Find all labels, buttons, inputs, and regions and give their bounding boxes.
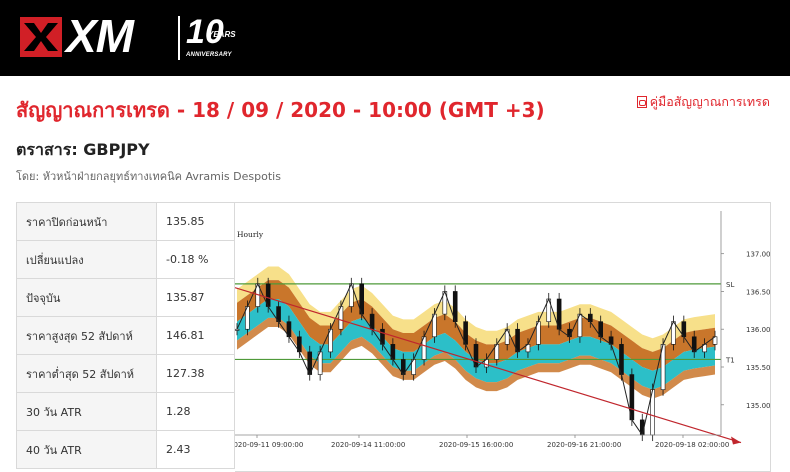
instrument-heading: ตราสาร: GBPJPY <box>16 140 150 159</box>
level-label-t1: T1 <box>725 356 735 364</box>
y-tick-label: 137.00 <box>746 251 771 259</box>
table-row: ราคาสูงสุด 52 สัปดาห์ 146.81 <box>16 316 235 355</box>
stat-value: 127.38 <box>156 354 235 393</box>
band-orange-lower <box>237 317 715 399</box>
stat-value: 135.85 <box>156 202 235 241</box>
site-header: XM 10 YEARS ANNIVERSARY <box>0 0 790 76</box>
table-row: เปลี่ยนแปลง -0.18 % <box>16 240 235 279</box>
stat-label: เปลี่ยนแปลง <box>16 240 157 279</box>
y-tick-label: 135.00 <box>746 402 771 410</box>
anniversary-number: 10 <box>186 13 224 51</box>
x-tick-label: 2020-09-15 16:00:00 <box>439 441 513 449</box>
chart-title: Hourly <box>237 230 264 239</box>
logo-wordmark[interactable]: XM <box>66 10 134 62</box>
stat-label: ปัจจุบัน <box>16 278 157 317</box>
band-yellow <box>237 266 715 352</box>
trend-arrow-icon <box>731 436 741 445</box>
pdf-icon <box>636 96 647 108</box>
signal-guide-link[interactable]: คู่มือสัญญาณการเทรด <box>636 92 770 112</box>
stat-label: 40 วัน ATR <box>16 430 157 469</box>
candle-body <box>235 328 240 331</box>
x-tick-label: 2020-09-16 21:00:00 <box>547 441 621 449</box>
stat-value: -0.18 % <box>156 240 235 279</box>
table-row: ราคาปิดก่อนหน้า 135.85 <box>16 202 235 241</box>
stat-value: 146.81 <box>156 316 235 355</box>
stat-value: 2.43 <box>156 430 235 469</box>
stat-label: ราคาสูงสุด 52 สัปดาห์ <box>16 316 157 355</box>
hourly-chart: SL T1 137.00 136.50 136.00 135.50 135.00 2020-0… <box>235 202 771 472</box>
y-tick-label: 136.50 <box>746 288 771 296</box>
band-orange <box>237 280 715 371</box>
y-tick-label: 135.50 <box>746 364 771 372</box>
trend-line <box>235 287 742 444</box>
table-row: ราคาต่ำสุด 52 สัปดาห์ 127.38 <box>16 354 235 393</box>
page-title: สัญญาณการเทรด - 18 / 09 / 2020 - 10:00 (… <box>16 98 545 122</box>
author-line: โดย: หัวหน้าฝ่ายกลยุทธ์ทางเทคนิค Avramis… <box>16 170 281 183</box>
xm-logo-icon[interactable] <box>20 17 62 57</box>
signal-guide-label: คู่มือสัญญาณการเทรด <box>649 94 770 109</box>
anniversary-years: YEARS <box>208 30 236 39</box>
price-stats-table: ราคาปิดก่อนหน้า 135.85 เปลี่ยนแปลง -0.18… <box>16 202 235 469</box>
table-row: 40 วัน ATR 2.43 <box>16 430 235 469</box>
stat-label: ราคาต่ำสุด 52 สัปดาห์ <box>16 354 157 393</box>
hourly-chart-svg: SL T1 137.00 136.50 136.00 135.50 135.00 2020-0… <box>235 211 771 449</box>
stat-label: 30 วัน ATR <box>16 392 157 431</box>
y-tick-label: 136.00 <box>746 326 771 334</box>
stat-label: ราคาปิดก่อนหน้า <box>16 202 157 241</box>
anniversary-label: ANNIVERSARY <box>186 52 232 58</box>
x-tick-label: 2020-09-18 02:00:00 <box>655 441 729 449</box>
stat-value: 135.87 <box>156 278 235 317</box>
x-tick-label: 2020-09-14 11:00:00 <box>331 441 405 449</box>
logo-divider <box>178 16 180 60</box>
x-tick-label: 2020-09-11 09:00:00 <box>235 441 303 449</box>
table-row: 30 วัน ATR 1.28 <box>16 392 235 431</box>
stat-value: 1.28 <box>156 392 235 431</box>
table-row: ปัจจุบัน 135.87 <box>16 278 235 317</box>
level-label-sl: SL <box>726 281 734 289</box>
zigzag-line <box>236 282 716 437</box>
band-teal <box>237 299 715 390</box>
